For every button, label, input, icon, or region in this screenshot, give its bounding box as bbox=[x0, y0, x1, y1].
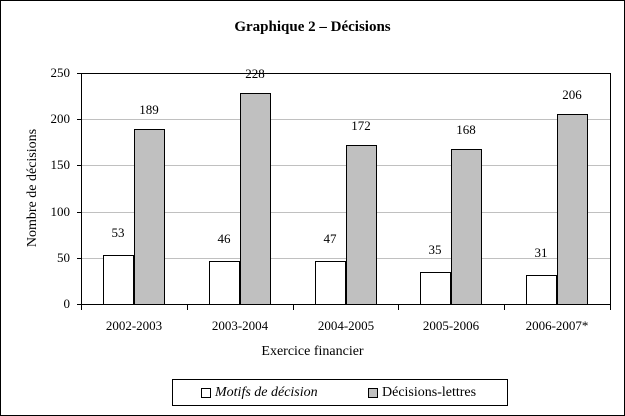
legend-label: Décisions-lettres bbox=[382, 385, 477, 400]
x-tick bbox=[187, 305, 188, 310]
bar-lettres bbox=[557, 114, 588, 305]
y-tick-label: 100 bbox=[50, 204, 71, 219]
data-label: 31 bbox=[534, 245, 548, 260]
data-label: 228 bbox=[245, 66, 265, 81]
bar-lettres bbox=[346, 145, 377, 305]
bar-lettres bbox=[134, 129, 165, 305]
y-tick bbox=[77, 165, 81, 166]
y-axis bbox=[81, 73, 82, 305]
bar-lettres bbox=[451, 149, 482, 305]
y-tick bbox=[77, 119, 81, 120]
legend-item-motifs: Motifs de décision bbox=[201, 385, 318, 401]
data-label: 47 bbox=[323, 231, 337, 246]
y-tick-label: 200 bbox=[50, 111, 71, 126]
legend-item-lettres: Décisions-lettres bbox=[368, 385, 476, 401]
x-tick bbox=[504, 305, 505, 310]
x-tick bbox=[610, 305, 611, 310]
data-label: 189 bbox=[139, 102, 159, 117]
plot-area bbox=[81, 73, 611, 305]
y-tick bbox=[77, 212, 81, 213]
bar-motifs bbox=[526, 275, 557, 305]
y-tick bbox=[77, 258, 81, 259]
x-tick bbox=[398, 305, 399, 310]
bar-lettres bbox=[240, 93, 271, 305]
x-axis-title: Exercice financier bbox=[261, 344, 364, 359]
x-tick bbox=[293, 305, 294, 310]
data-label: 53 bbox=[111, 225, 125, 240]
x-tick-label: 2006-2007* bbox=[525, 318, 589, 333]
y-tick bbox=[77, 73, 81, 74]
data-label: 35 bbox=[428, 242, 442, 257]
bar-motifs bbox=[315, 261, 346, 305]
y-tick bbox=[77, 304, 81, 305]
data-label: 172 bbox=[351, 118, 371, 133]
data-label: 46 bbox=[217, 231, 231, 246]
x-tick bbox=[81, 305, 82, 310]
gridline bbox=[82, 119, 610, 120]
data-label: 168 bbox=[456, 122, 476, 137]
x-tick-label: 2005-2006 bbox=[422, 318, 480, 333]
data-label: 206 bbox=[562, 87, 582, 102]
y-tick-label: 50 bbox=[57, 250, 70, 265]
legend-label: Motifs de décision bbox=[215, 385, 318, 400]
y-tick-label: 0 bbox=[63, 296, 71, 311]
bar-motifs bbox=[103, 255, 134, 305]
legend: Motifs de décision Décisions-lettres bbox=[172, 379, 508, 406]
bar-motifs bbox=[420, 272, 451, 305]
bar-motifs bbox=[209, 261, 240, 305]
x-tick-label: 2003-2004 bbox=[211, 318, 269, 333]
chart-title: Graphique 2 – Décisions bbox=[234, 19, 391, 35]
y-tick-label: 250 bbox=[50, 65, 71, 80]
legend-swatch-gray bbox=[368, 388, 378, 398]
y-axis-title: Nombre de décisions bbox=[25, 128, 40, 248]
legend-swatch-white bbox=[201, 388, 211, 398]
x-tick-label: 2002-2003 bbox=[105, 318, 163, 333]
y-tick-label: 150 bbox=[50, 157, 71, 172]
x-tick-label: 2004-2005 bbox=[317, 318, 375, 333]
